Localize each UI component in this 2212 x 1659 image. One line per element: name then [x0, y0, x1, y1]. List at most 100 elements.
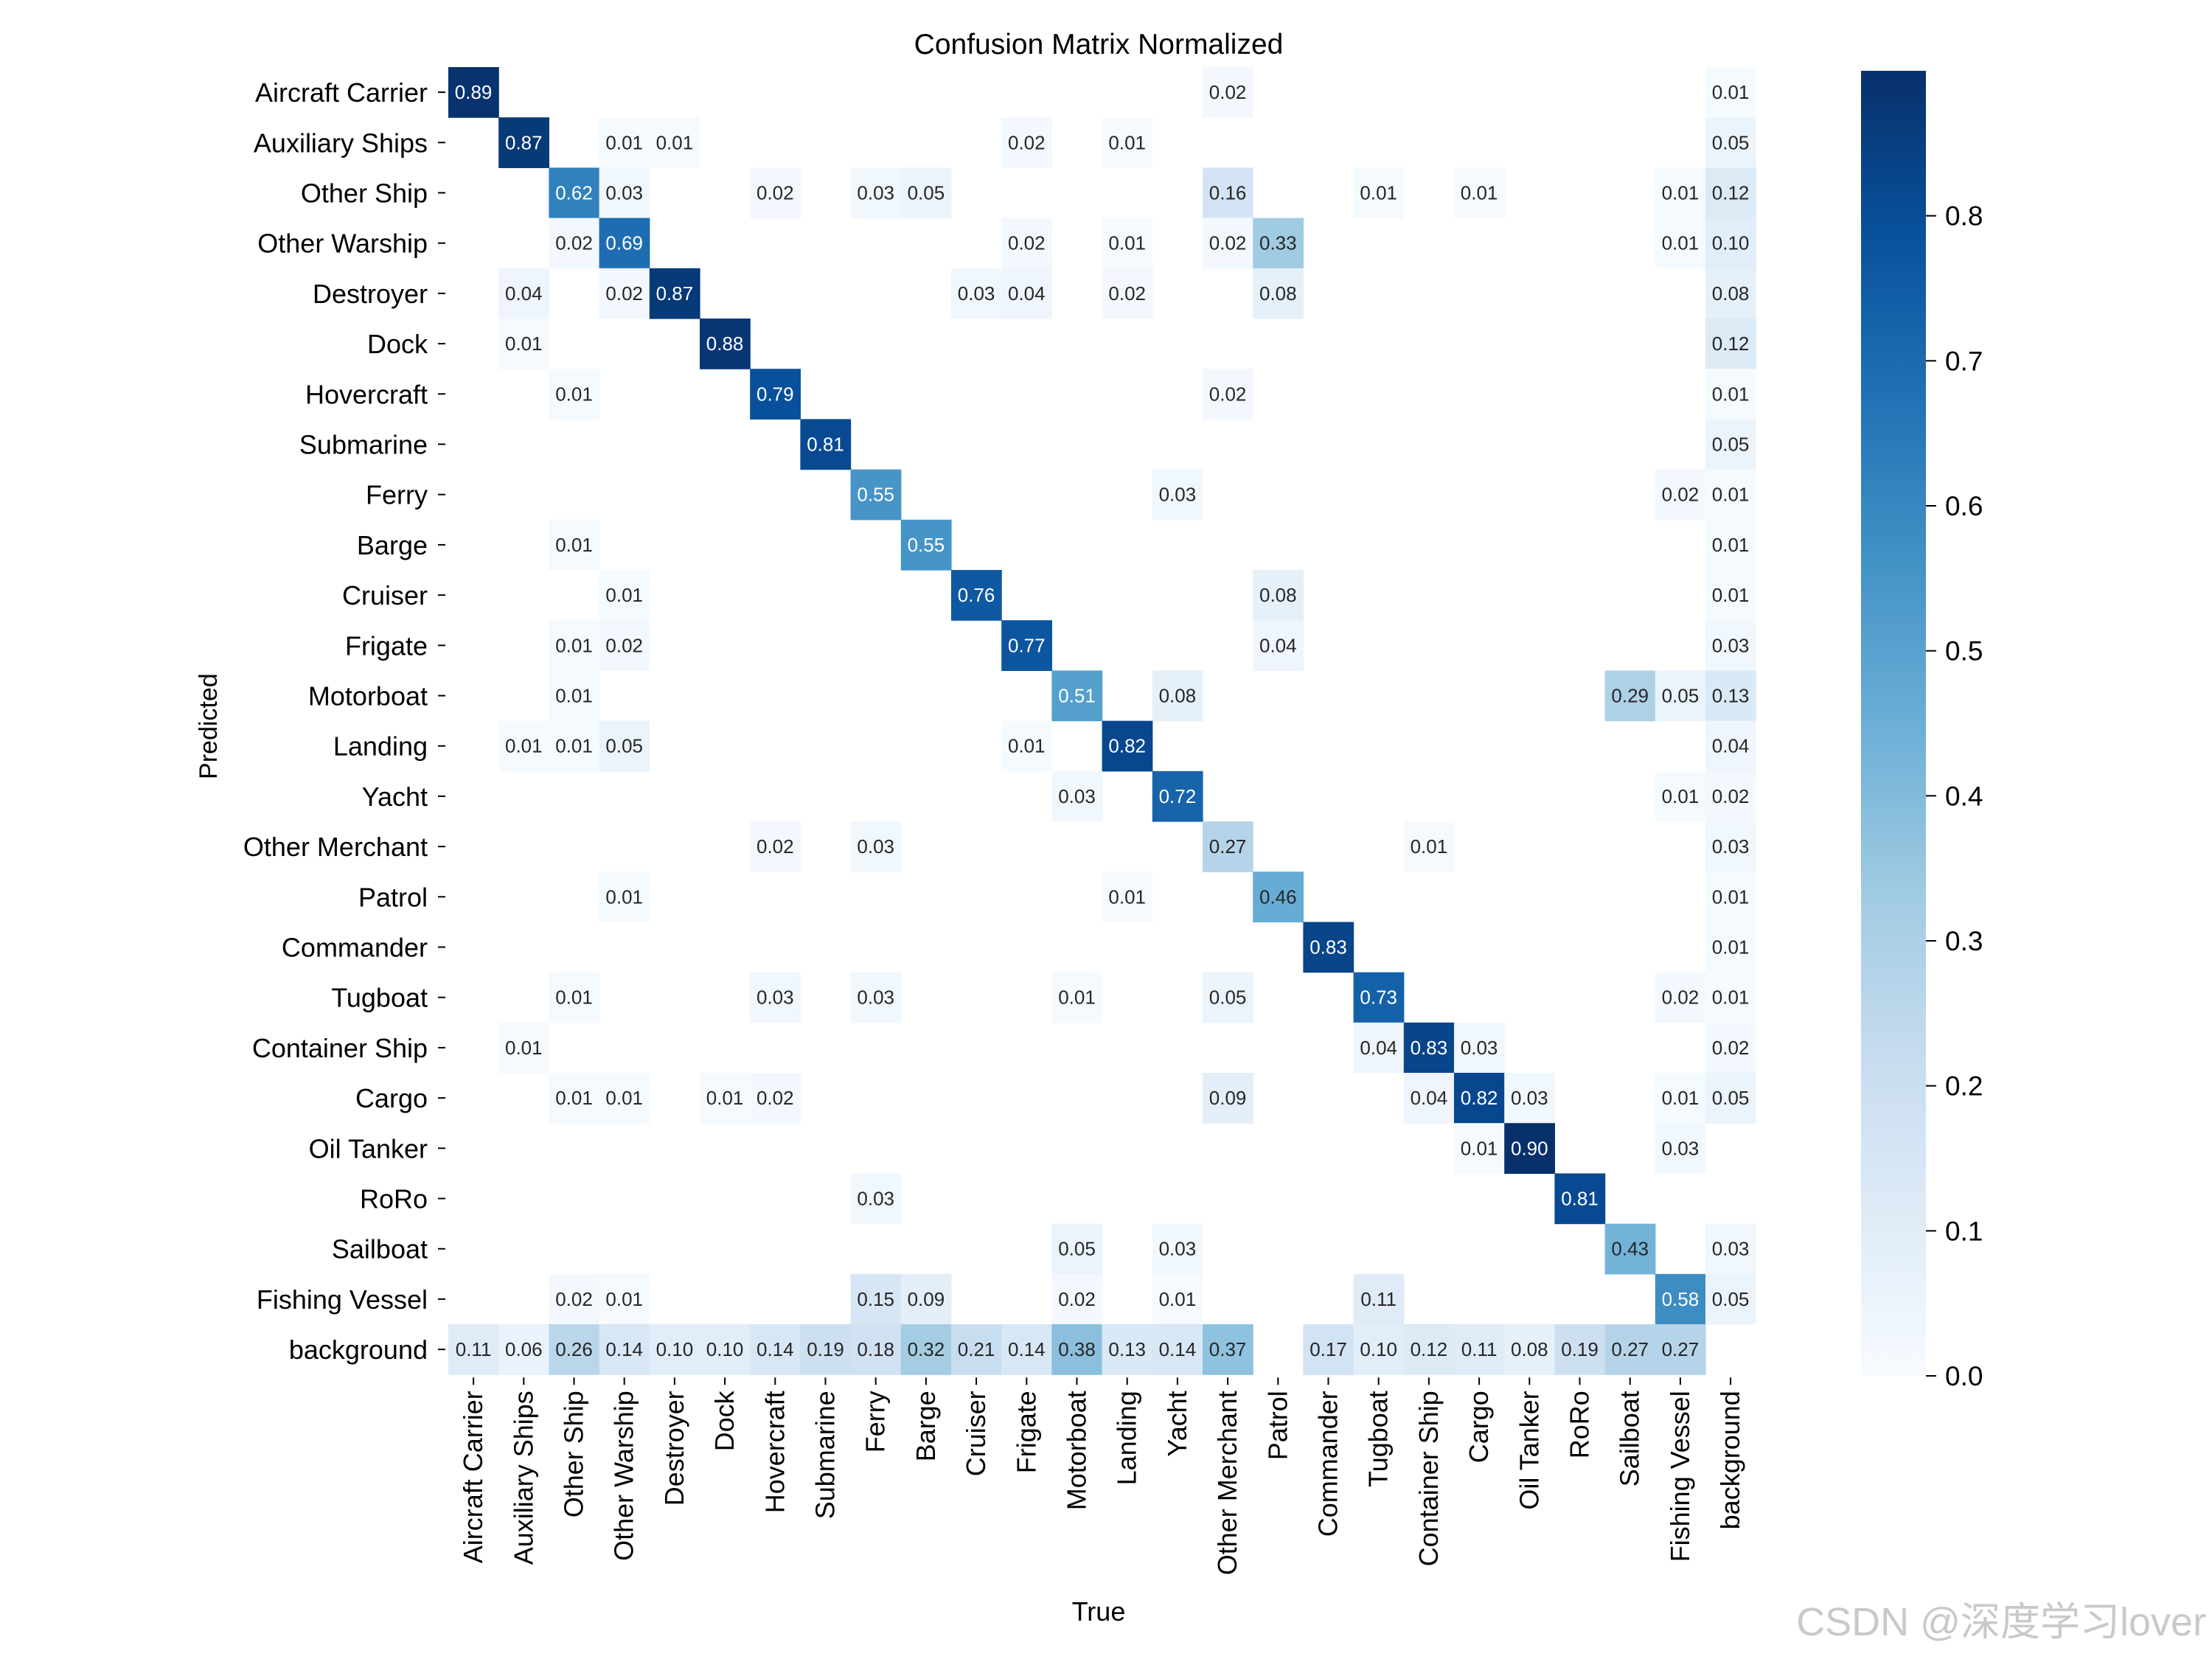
cell-value-label: 0.02 [605, 282, 643, 305]
cell-value-label: 0.01 [1108, 131, 1146, 153]
x-axis-label: True [1072, 1596, 1126, 1627]
y-tick-label: Destroyer [313, 279, 428, 309]
y-tick-label: Dock [367, 329, 428, 359]
heatmap-cell [1705, 821, 1756, 872]
x-tick-label: Other Warship [609, 1391, 639, 1561]
heatmap-cells: 0.89 0.02 0.01 0.87 0.01 0.01 0.02 0.01 0.05 0.62… [448, 67, 1756, 1375]
cell-value-label: 0.03 [1159, 484, 1197, 506]
cell-value-label: 0.01 [1662, 1087, 1700, 1109]
y-tick-label: Cargo [355, 1083, 428, 1113]
heatmap-cell [900, 1273, 952, 1325]
heatmap-cell [1051, 771, 1103, 822]
cell-value-label: 0.01 [555, 1087, 593, 1109]
colorbar-tick-label: 0.4 [1945, 781, 1983, 811]
cell-value-label: 0.01 [1712, 886, 1750, 908]
heatmap-cell [750, 1073, 801, 1124]
heatmap-cell [1504, 1324, 1555, 1375]
cell-value-label: 0.02 [555, 232, 593, 254]
cell-value-label: 0.37 [1209, 1338, 1247, 1360]
heatmap-cell [1001, 268, 1052, 319]
cell-value-label: 0.09 [1209, 1087, 1247, 1109]
heatmap-cell [1253, 268, 1304, 319]
heatmap-cell [1554, 1173, 1606, 1225]
cell-value-label: 0.79 [757, 383, 794, 405]
cell-value-label: 0.03 [1511, 1087, 1548, 1109]
heatmap-cell [599, 167, 650, 219]
cell-value-label: 0.01 [1008, 735, 1046, 757]
cell-value-label: 0.21 [958, 1338, 995, 1360]
heatmap-cell [549, 1324, 600, 1375]
x-tick-label: Other Merchant [1212, 1391, 1242, 1575]
x-tick-label: Cruiser [961, 1391, 991, 1476]
cell-value-label: 0.08 [1159, 685, 1197, 707]
cell-value-label: 0.27 [1662, 1338, 1700, 1360]
heatmap-cell [549, 369, 600, 420]
heatmap-cell [1353, 1273, 1405, 1325]
heatmap-cell [850, 469, 902, 521]
heatmap-cell [1705, 1223, 1756, 1275]
cell-value-label: 0.81 [807, 434, 844, 456]
cell-value-label: 0.01 [1360, 182, 1397, 204]
cell-value-label: 0.13 [1712, 685, 1750, 707]
heatmap-cell [1705, 167, 1756, 219]
heatmap-cell [1102, 720, 1153, 772]
heatmap-cell [549, 720, 600, 772]
cell-value-label: 0.08 [1259, 584, 1297, 606]
heatmap-cell [1253, 218, 1304, 269]
cell-value-label: 0.83 [1411, 1037, 1448, 1059]
cell-value-label: 0.77 [1008, 634, 1046, 656]
heatmap-cell [1253, 872, 1304, 922]
x-tick-label: Motorboat [1062, 1391, 1092, 1510]
heatmap-cell [1705, 720, 1756, 772]
heatmap-cell [1705, 771, 1756, 822]
cell-value-label: 0.58 [1662, 1288, 1700, 1310]
cell-value-label: 0.43 [1611, 1238, 1649, 1260]
heatmap-cell [1303, 922, 1354, 973]
y-tick-label: Fishing Vessel [257, 1284, 428, 1315]
cell-value-label: 0.02 [1712, 1037, 1750, 1059]
x-tick-label: Tugboat [1363, 1391, 1394, 1487]
y-tick-label: Barge [357, 530, 428, 560]
heatmap-cell [800, 1324, 852, 1375]
cell-value-label: 0.05 [1209, 987, 1247, 1009]
heatmap-cell [1705, 1273, 1756, 1325]
cell-value-label: 0.55 [857, 484, 894, 506]
heatmap-cell [951, 1324, 1002, 1375]
cell-value-label: 0.08 [1259, 282, 1297, 305]
cell-value-label: 0.01 [505, 735, 543, 757]
cell-value-label: 0.10 [656, 1338, 694, 1360]
cell-value-label: 0.03 [857, 987, 894, 1009]
heatmap-cell [1001, 620, 1052, 671]
cell-value-label: 0.14 [1008, 1338, 1046, 1360]
cell-value-label: 0.81 [1561, 1188, 1599, 1210]
heatmap-cell [1655, 167, 1706, 219]
y-tick-label: Motorboat [308, 681, 428, 712]
x-tick-label: Aircraft Carrier [458, 1391, 488, 1563]
heatmap-cell [549, 620, 600, 671]
cell-value-label: 0.10 [1712, 232, 1750, 254]
cell-value-label: 0.03 [1461, 1037, 1498, 1059]
heatmap-cell [1705, 419, 1756, 470]
y-tick-label: Landing [333, 731, 428, 762]
cell-value-label: 0.18 [857, 1338, 894, 1360]
heatmap-cell [1454, 167, 1505, 219]
heatmap-cell [1353, 1022, 1405, 1074]
cell-value-label: 0.32 [908, 1338, 945, 1360]
cell-value-label: 0.10 [706, 1338, 744, 1360]
cell-value-label: 0.62 [555, 182, 593, 204]
heatmap-cell [1152, 771, 1203, 822]
heatmap-cell [1051, 1324, 1103, 1375]
heatmap-cell [498, 117, 549, 168]
y-tick-label: Other Ship [301, 178, 428, 209]
cell-value-label: 0.03 [857, 182, 894, 204]
cell-value-label: 0.33 [1259, 232, 1297, 254]
heatmap-cell [1353, 1324, 1405, 1375]
heatmap-cell [1655, 218, 1706, 269]
heatmap-cell [1403, 1073, 1455, 1124]
cell-value-label: 0.01 [555, 685, 593, 707]
heatmap-cell [1152, 1273, 1203, 1325]
heatmap-cell [599, 872, 650, 922]
heatmap-cell [1554, 1324, 1606, 1375]
cell-value-label: 0.89 [455, 81, 493, 103]
y-tick-label: Other Warship [257, 229, 428, 259]
